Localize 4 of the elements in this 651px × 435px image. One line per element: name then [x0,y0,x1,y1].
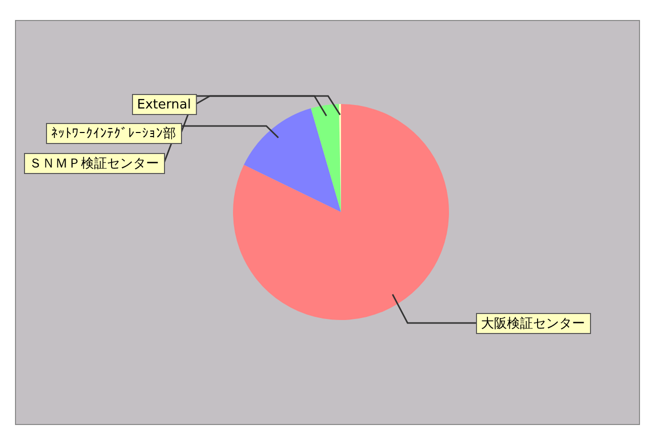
slice-label: 大阪検証センター [481,316,585,332]
slice-label: ﾈｯﾄﾜｰｸｲﾝﾃｸﾞﾚｰｼｮﾝ部 [51,126,176,142]
slice-label: ＳＮＭＰ検証センター [29,156,159,172]
slice-label: External [137,97,191,112]
